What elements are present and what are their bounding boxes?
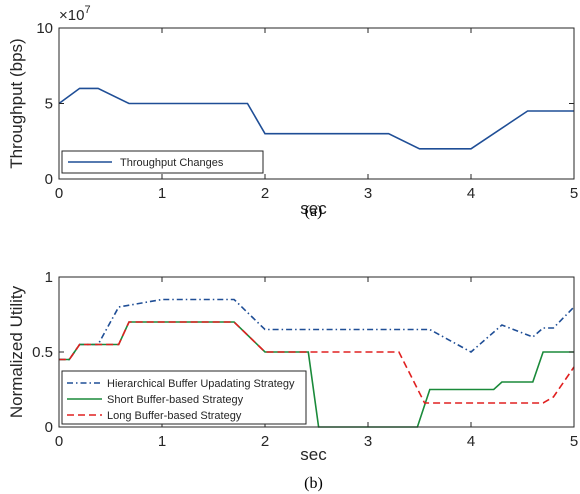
- throughput-y-axis-label: Throughput (bps): [7, 38, 26, 168]
- legend-entry-short-buffer: Short Buffer-based Strategy: [107, 394, 244, 406]
- x-tick-label: 3: [364, 433, 372, 450]
- throughput-legend: Throughput Changes: [61, 150, 264, 174]
- x-tick-label: 5: [570, 185, 578, 202]
- x-tick-label: 3: [364, 185, 372, 202]
- x-tick-label: 0: [55, 185, 63, 202]
- x-tick-label: 1: [158, 185, 166, 202]
- y-tick-label: 5: [45, 96, 53, 113]
- y-tick-label: 0: [45, 419, 53, 436]
- utility-y-axis-label: Normalized Utility: [7, 285, 26, 418]
- throughput-legend-box: [61, 150, 264, 174]
- series-line-b-0: [59, 298, 575, 361]
- panel-b-caption: (b): [304, 475, 323, 492]
- y-exponent-power: 7: [84, 4, 90, 16]
- throughput-x-axis-label: sec: [300, 199, 327, 218]
- utility-legend: Hierarchical Buffer Upadating Strategy S…: [61, 370, 307, 425]
- legend-entry-throughput: Throughput Changes: [120, 157, 224, 169]
- legend-entry-hierarchical: Hierarchical Buffer Upadating Strategy: [107, 378, 295, 390]
- y-tick-label: 0.5: [32, 344, 53, 361]
- y-tick-label: 0: [45, 171, 53, 188]
- x-tick-label: 0: [55, 433, 63, 450]
- utility-chart: 0 1 2 3 4 5 0 0.5 1 Normalized Utility sec Hiera…: [7, 269, 578, 492]
- x-tick-label: 2: [261, 185, 269, 202]
- series-line-b-2: [59, 321, 575, 404]
- legend-entry-long-buffer: Long Buffer-based Strategy: [107, 410, 242, 422]
- y-exponent-label: ×107: [59, 4, 91, 24]
- utility-x-axis-label: sec: [300, 445, 327, 464]
- y-tick-label: 1: [45, 269, 53, 286]
- utility-legend-box: [61, 370, 307, 425]
- series-line-a-0: [58, 87, 574, 150]
- x-tick-label: 4: [467, 433, 475, 450]
- utility-axis-ticks: 0 1 2 3 4 5 0 0.5 1: [32, 269, 578, 450]
- throughput-chart: 0 1 2 3 4 5 0 5 10 ×107 Throughput (bps) sec Thr…: [7, 4, 578, 220]
- x-tick-label: 5: [570, 433, 578, 450]
- y-tick-label: 10: [36, 20, 53, 37]
- panel-a-caption: (a): [305, 203, 323, 220]
- throughput-series-group: [58, 87, 574, 150]
- throughput-axis-ticks: 0 1 2 3 4 5 0 5 10: [36, 20, 578, 202]
- x-tick-label: 4: [467, 185, 475, 202]
- x-tick-label: 1: [158, 433, 166, 450]
- y-exponent-base: ×10: [59, 7, 84, 24]
- x-tick-label: 2: [261, 433, 269, 450]
- utility-series-group: [59, 298, 575, 428]
